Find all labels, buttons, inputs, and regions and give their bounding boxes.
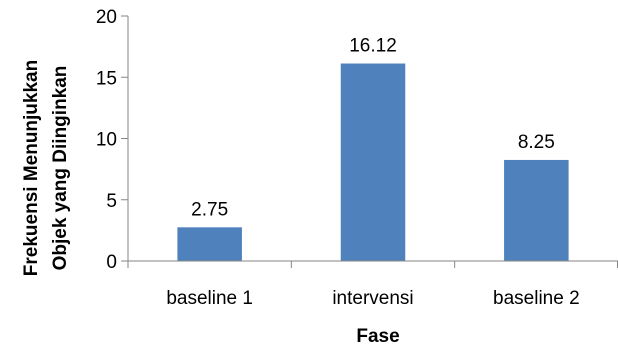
x-category-label: baseline 2: [493, 288, 580, 309]
x-category-label: intervensi: [332, 288, 413, 309]
x-axis-title: Fase: [356, 326, 399, 347]
y-axis-ticks: 0 5 10 15 20: [96, 7, 128, 273]
bar: [340, 63, 406, 261]
data-label: 2.75: [191, 199, 228, 220]
y-axis-title-line-2: Objek yang Diinginkan: [50, 66, 71, 271]
y-tick-label: 0: [106, 252, 117, 273]
y-tick-label: 20: [96, 7, 117, 28]
bars: 2.75 16.12 8.25: [177, 36, 569, 261]
data-label: 8.25: [518, 132, 555, 153]
y-axis-title: Frekuensi Menunjukkan Objek yang Diingin…: [21, 60, 71, 276]
y-axis-title-line-1: Frekuensi Menunjukkan: [21, 60, 42, 276]
y-tick-label: 5: [106, 191, 117, 212]
x-axis-categories: baseline 1 intervensi baseline 2: [166, 288, 579, 309]
data-label: 16.12: [349, 36, 397, 57]
y-tick-label: 10: [96, 130, 117, 151]
bar: [177, 227, 242, 261]
x-category-label: baseline 1: [166, 288, 253, 309]
y-tick-label: 15: [96, 68, 117, 89]
bar: [504, 159, 569, 261]
